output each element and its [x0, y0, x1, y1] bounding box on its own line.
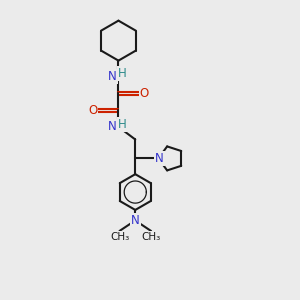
- Text: N: N: [131, 214, 140, 227]
- Text: CH₃: CH₃: [141, 232, 161, 242]
- Text: O: O: [88, 103, 98, 116]
- Text: H: H: [118, 118, 127, 131]
- Text: N: N: [108, 120, 117, 134]
- Text: H: H: [118, 68, 127, 80]
- Text: O: O: [140, 87, 149, 100]
- Text: N: N: [155, 152, 164, 165]
- Text: N: N: [108, 70, 117, 83]
- Text: CH₃: CH₃: [110, 232, 129, 242]
